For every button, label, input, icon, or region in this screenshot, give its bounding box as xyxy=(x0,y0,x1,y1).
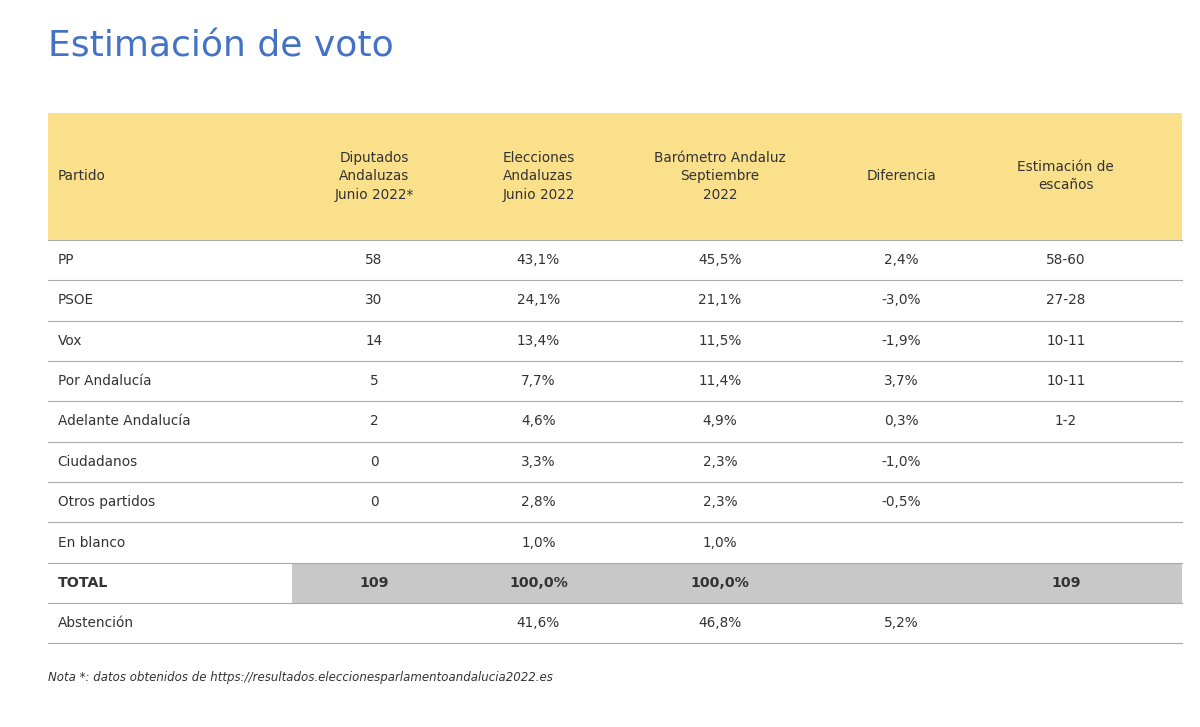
Text: Elecciones
Andaluzas
Junio 2022: Elecciones Andaluzas Junio 2022 xyxy=(503,151,575,201)
Text: Nota *: datos obtenidos de https://resultados.eleccionesparlamentoandalucia2022.: Nota *: datos obtenidos de https://resul… xyxy=(48,671,553,684)
Text: 1-2: 1-2 xyxy=(1055,414,1076,428)
Text: 2,4%: 2,4% xyxy=(884,253,919,267)
Text: -1,0%: -1,0% xyxy=(882,455,922,469)
Text: 5,2%: 5,2% xyxy=(884,616,919,630)
Text: 4,6%: 4,6% xyxy=(521,414,556,428)
Text: Diputados
Andaluzas
Junio 2022*: Diputados Andaluzas Junio 2022* xyxy=(335,151,414,201)
Text: TOTAL: TOTAL xyxy=(58,576,108,590)
Text: 14: 14 xyxy=(366,334,383,348)
Text: Partido: Partido xyxy=(58,169,106,183)
Text: 3,7%: 3,7% xyxy=(884,374,919,388)
Text: 11,4%: 11,4% xyxy=(698,374,742,388)
Text: En blanco: En blanco xyxy=(58,536,125,550)
Text: 10-11: 10-11 xyxy=(1046,374,1086,388)
Text: 11,5%: 11,5% xyxy=(698,334,742,348)
Text: 4,9%: 4,9% xyxy=(702,414,737,428)
Text: PSOE: PSOE xyxy=(58,294,94,308)
Text: -0,5%: -0,5% xyxy=(882,495,922,509)
Text: 46,8%: 46,8% xyxy=(698,616,742,630)
Text: 58: 58 xyxy=(365,253,383,267)
Text: Diferencia: Diferencia xyxy=(866,169,936,183)
Text: 3,3%: 3,3% xyxy=(521,455,556,469)
Text: 43,1%: 43,1% xyxy=(517,253,560,267)
Text: 1,0%: 1,0% xyxy=(521,536,556,550)
Text: Otros partidos: Otros partidos xyxy=(58,495,155,509)
Text: 0: 0 xyxy=(370,455,378,469)
Text: 2,3%: 2,3% xyxy=(702,495,737,509)
Text: 2: 2 xyxy=(370,414,378,428)
Text: 27-28: 27-28 xyxy=(1046,294,1086,308)
Text: PP: PP xyxy=(58,253,74,267)
Text: Barómetro Andaluz
Septiembre
2022: Barómetro Andaluz Septiembre 2022 xyxy=(654,151,786,201)
Text: 100,0%: 100,0% xyxy=(509,576,568,590)
Text: 109: 109 xyxy=(1051,576,1080,590)
Text: 2,3%: 2,3% xyxy=(702,455,737,469)
Text: -1,9%: -1,9% xyxy=(882,334,922,348)
Text: Estimación de
escaños: Estimación de escaños xyxy=(1018,160,1114,193)
Text: 100,0%: 100,0% xyxy=(690,576,749,590)
Text: Adelante Andalucía: Adelante Andalucía xyxy=(58,414,191,428)
Text: Estimación de voto: Estimación de voto xyxy=(48,29,394,63)
Text: 24,1%: 24,1% xyxy=(517,294,560,308)
Text: Abstención: Abstención xyxy=(58,616,133,630)
Text: 0: 0 xyxy=(370,495,378,509)
Text: 13,4%: 13,4% xyxy=(517,334,560,348)
Text: 21,1%: 21,1% xyxy=(698,294,742,308)
Text: 10-11: 10-11 xyxy=(1046,334,1086,348)
Text: 109: 109 xyxy=(359,576,389,590)
Text: 45,5%: 45,5% xyxy=(698,253,742,267)
Text: 0,3%: 0,3% xyxy=(884,414,919,428)
Text: -3,0%: -3,0% xyxy=(882,294,922,308)
Text: Por Andalucía: Por Andalucía xyxy=(58,374,151,388)
Text: Vox: Vox xyxy=(58,334,82,348)
Text: 58-60: 58-60 xyxy=(1046,253,1086,267)
Text: 30: 30 xyxy=(366,294,383,308)
Text: 1,0%: 1,0% xyxy=(702,536,737,550)
Text: 2,8%: 2,8% xyxy=(521,495,556,509)
Text: 5: 5 xyxy=(370,374,378,388)
Text: 7,7%: 7,7% xyxy=(521,374,556,388)
Text: 41,6%: 41,6% xyxy=(517,616,560,630)
Text: Ciudadanos: Ciudadanos xyxy=(58,455,138,469)
